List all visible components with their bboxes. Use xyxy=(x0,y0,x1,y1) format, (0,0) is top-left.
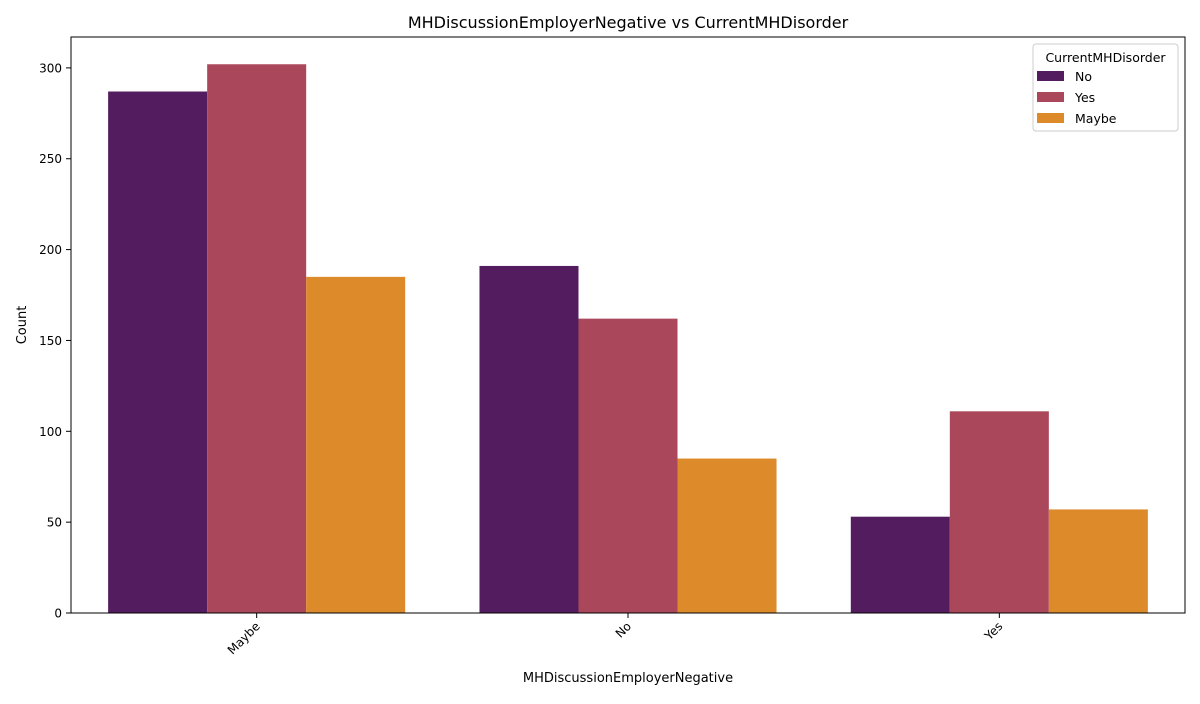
x-tick-label: Maybe xyxy=(225,619,263,657)
bars-layer xyxy=(108,64,1148,613)
bar-no-yes xyxy=(578,318,678,613)
legend: CurrentMHDisorder No Yes Maybe xyxy=(1032,43,1179,132)
legend-label-no: No xyxy=(1075,69,1092,84)
bar-yes-yes xyxy=(949,411,1049,613)
legend-box xyxy=(1032,43,1179,132)
legend-label-yes: Yes xyxy=(1074,90,1095,105)
y-axis-label: Count xyxy=(15,306,30,345)
legend-swatch-maybe xyxy=(1037,113,1064,123)
y-tick-label: 300 xyxy=(39,61,62,75)
bar-maybe-no xyxy=(108,91,208,613)
legend-swatch-yes xyxy=(1037,92,1064,102)
bar-no-maybe xyxy=(677,458,777,613)
legend-swatch-no xyxy=(1037,71,1064,81)
x-tick-label: No xyxy=(613,619,634,640)
y-tick-label: 50 xyxy=(47,516,62,530)
y-tick-label: 250 xyxy=(39,152,62,166)
bar-yes-maybe xyxy=(1048,509,1148,613)
bar-maybe-maybe xyxy=(306,276,406,613)
chart-title: MHDiscussionEmployerNegative vs CurrentM… xyxy=(408,13,849,32)
y-tick-label: 0 xyxy=(54,607,62,621)
legend-title: CurrentMHDisorder xyxy=(1045,50,1166,65)
y-tick-label: 150 xyxy=(39,334,62,348)
bar-maybe-yes xyxy=(207,64,307,613)
x-tick-label: Yes xyxy=(981,619,1005,643)
axes-layer: 0 50 100 150 200 250 300 Maybe No Yes xyxy=(39,36,1186,657)
x-axis-label: MHDiscussionEmployerNegative xyxy=(523,671,733,686)
bar-yes-no xyxy=(850,516,950,613)
bar-no-no xyxy=(479,265,579,613)
y-tick-label: 100 xyxy=(39,425,62,439)
y-tick-label: 200 xyxy=(39,243,62,257)
legend-label-maybe: Maybe xyxy=(1075,111,1117,126)
